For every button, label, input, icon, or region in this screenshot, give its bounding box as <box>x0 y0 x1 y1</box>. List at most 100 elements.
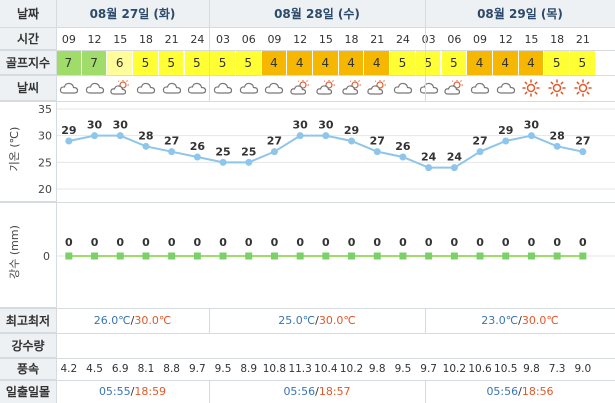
temperature-axis-panel <box>0 101 56 202</box>
golf-index-cell: 4 <box>467 51 492 75</box>
wind-cell: 9.0 <box>574 363 592 375</box>
cloudy-icon <box>82 75 108 101</box>
precipitation-data-label: 0 <box>373 236 381 249</box>
y-tick-label: 25 <box>38 156 52 169</box>
temperature-data-label: 26 <box>395 140 411 153</box>
golf-index-cell: 5 <box>235 51 261 75</box>
grid-line <box>0 380 615 381</box>
precipitation-data-label: 0 <box>168 236 176 249</box>
y-tick-label: 0 <box>43 250 50 263</box>
precipitation-point <box>219 252 227 260</box>
precipitation-point <box>91 252 99 260</box>
min-temp: 23.0℃ <box>481 314 519 327</box>
time-cell: 09 <box>61 32 76 46</box>
wind-cell: 10.2 <box>339 363 364 375</box>
precipitation-data-label: 0 <box>451 236 459 249</box>
row-label-wind: 풍속 <box>0 358 56 380</box>
precipitation-point <box>373 252 381 260</box>
precipitation-point <box>168 252 176 260</box>
cloudy-icon <box>390 75 416 101</box>
day-divider <box>425 308 426 333</box>
temperature-data-label: 30 <box>87 119 103 132</box>
partly-cloudy-icon <box>313 75 339 101</box>
temperature-data-label: 25 <box>241 145 256 158</box>
temperature-data-label: 29 <box>498 124 513 137</box>
cloudy-icon <box>236 75 262 101</box>
time-cell: 15 <box>318 32 333 46</box>
wind-cell: 4.5 <box>86 363 103 375</box>
precipitation-point <box>527 252 535 260</box>
time-cell: 15 <box>113 32 128 46</box>
min-max-separator: / <box>315 314 319 327</box>
temperature-point <box>245 158 253 166</box>
wind-cell: 8.1 <box>137 363 155 375</box>
wind-cell: 8.9 <box>240 363 258 375</box>
sun-times-day-2: 05:56/18:57 <box>209 380 425 403</box>
sun-icon <box>570 75 596 101</box>
golf-index-cell: 5 <box>544 51 569 75</box>
cloudy-icon <box>262 75 288 101</box>
temperature-point <box>322 132 330 140</box>
precipitation-data-label: 0 <box>219 236 227 249</box>
max-temp: 30.0℃ <box>134 314 172 327</box>
day-divider <box>425 380 426 403</box>
precipitation-data-label: 0 <box>502 236 510 249</box>
sun-separator: / <box>130 385 135 398</box>
precipitation-data-label: 0 <box>245 236 253 249</box>
y-axis-label: 기온 (℃) <box>8 127 21 172</box>
precipitation-data-label: 0 <box>65 236 73 249</box>
golf-index-cell: 5 <box>184 51 210 75</box>
precipitation-data-label: 0 <box>476 236 484 249</box>
wind-cell: 9.5 <box>214 363 232 375</box>
temperature-point <box>348 137 356 145</box>
partly-cloudy-icon <box>107 75 133 101</box>
temperature-point <box>296 132 304 140</box>
grid-line <box>0 75 615 76</box>
temperature-data-label: 28 <box>138 129 153 142</box>
min-max-separator: / <box>518 314 522 327</box>
wind-cell: 9.7 <box>188 363 206 375</box>
temperature-point <box>476 148 484 156</box>
precipitation-data-label: 0 <box>425 236 433 249</box>
cloudy-icon <box>467 75 493 101</box>
row-label-time: 시간 <box>0 28 56 50</box>
temperature-point <box>219 158 227 166</box>
row-label-weather: 날씨 <box>0 75 56 101</box>
golf-index-cell: 5 <box>133 51 158 75</box>
temperature-point <box>553 142 561 150</box>
wind-cell: 10.5 <box>494 363 518 375</box>
sunset-time: 18:56 <box>521 385 554 398</box>
temperature-data-label: 27 <box>472 135 487 148</box>
day-divider <box>209 308 210 333</box>
grid-line <box>0 202 615 203</box>
precipitation-data-label: 0 <box>142 236 150 249</box>
min-max-day-1: 26.0℃/30.0℃ <box>56 308 209 333</box>
temperature-data-label: 29 <box>61 124 76 137</box>
temperature-point <box>502 137 510 145</box>
golf-index-cell: 4 <box>518 51 544 75</box>
cloudy-icon <box>159 75 185 101</box>
y-tick-label: 35 <box>38 103 52 116</box>
sunset-time: 18:57 <box>318 385 351 398</box>
precipitation-point <box>116 252 124 260</box>
grid-line <box>56 0 57 403</box>
wind-cell: 10.2 <box>442 363 467 375</box>
golf-index-cell: 7 <box>56 51 81 75</box>
grid-line <box>0 101 615 102</box>
time-cell: 12 <box>87 32 102 46</box>
sun-icon <box>544 75 570 101</box>
wind-cell: 6.9 <box>111 363 129 375</box>
golf-index-cell: 7 <box>81 51 107 75</box>
day-header-1: 08월 27일 (화) <box>56 0 209 28</box>
precipitation-point <box>450 252 458 260</box>
time-cell: 06 <box>447 32 462 46</box>
golf-index-cell: 4 <box>364 51 390 75</box>
precipitation-point <box>322 252 330 260</box>
temperature-data-label: 29 <box>344 124 359 137</box>
time-cell: 21 <box>370 32 385 46</box>
wind-cell: 9.8 <box>368 363 386 375</box>
precipitation-data-label: 0 <box>348 236 356 249</box>
wind-cell: 11.3 <box>288 363 312 375</box>
sun-times-day-1: 05:55/18:59 <box>56 380 209 403</box>
precipitation-point <box>245 252 253 260</box>
